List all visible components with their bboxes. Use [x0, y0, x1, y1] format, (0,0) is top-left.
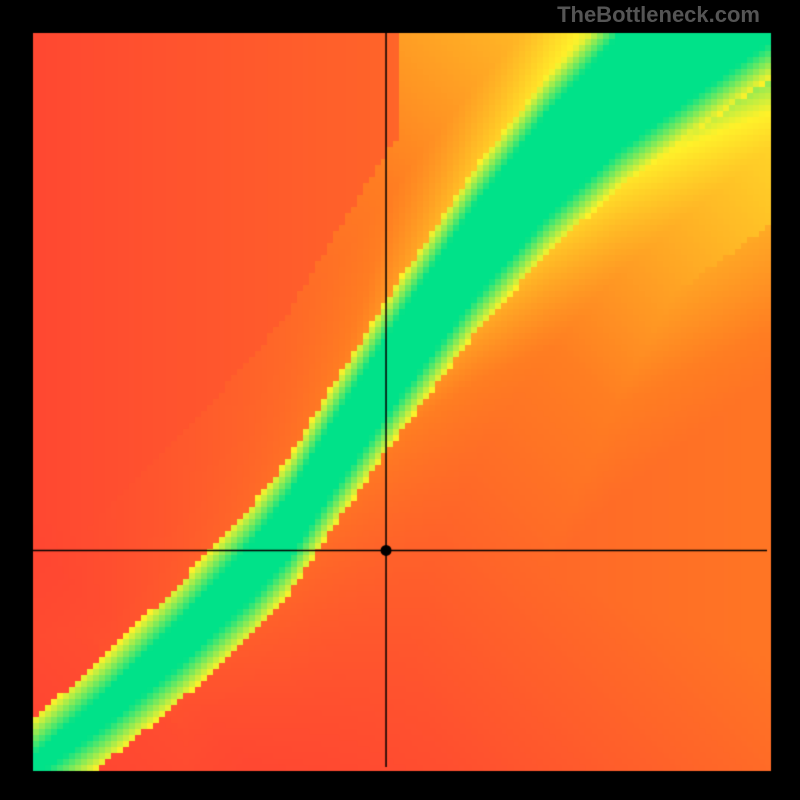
- chart-container: TheBottleneck.com: [0, 0, 800, 800]
- attribution-text: TheBottleneck.com: [557, 2, 760, 28]
- bottleneck-heatmap: [0, 0, 800, 800]
